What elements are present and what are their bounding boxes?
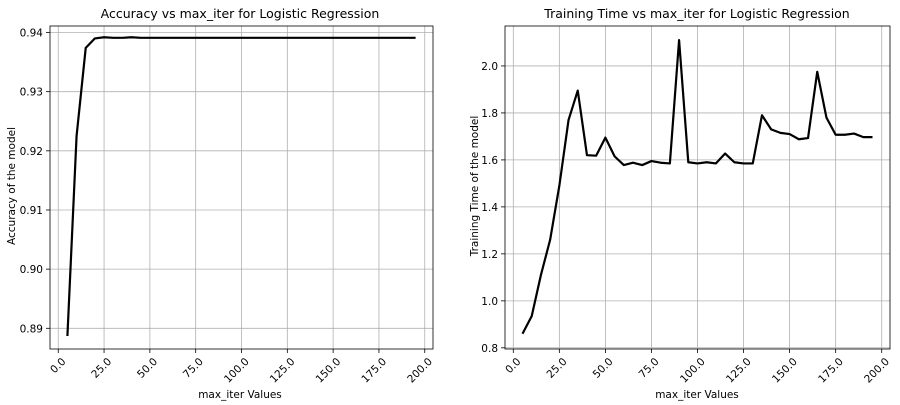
training-time-y-tick-label: 1.4	[481, 202, 498, 214]
training-time-y-tick-label: 1.8	[481, 108, 498, 120]
training-time-y-tick-label: 1.0	[481, 296, 498, 308]
accuracy-y-tick-label: 0.92	[20, 146, 43, 158]
accuracy-y-tick-label: 0.89	[20, 323, 43, 335]
accuracy-y-axis-label: Accuracy of the model	[6, 127, 18, 245]
training-time-y-tick-label: 1.2	[481, 249, 498, 261]
training-time-y-tick-label: 0.8	[481, 343, 498, 355]
training-time-y-tick-label: 1.6	[481, 155, 498, 167]
accuracy-x-axis-label: max_iter Values	[198, 389, 282, 401]
accuracy-chart-title: Accuracy vs max_iter for Logistic Regres…	[101, 6, 380, 21]
accuracy-y-tick-label: 0.94	[20, 28, 44, 40]
accuracy-y-tick-label: 0.91	[20, 205, 43, 217]
training-time-chart-title: Training Time vs max_iter for Logistic R…	[543, 6, 849, 21]
training-time-y-axis-label: Training Time of the model	[469, 116, 481, 258]
training-time-x-axis-label: max_iter Values	[655, 389, 739, 401]
training-time-series-line	[521, 38, 873, 335]
accuracy-y-tick-label: 0.90	[20, 264, 43, 276]
training-time-y-tick-label: 2.0	[481, 61, 498, 73]
accuracy-y-tick-label: 0.93	[20, 87, 43, 99]
accuracy-series-line	[66, 36, 416, 337]
